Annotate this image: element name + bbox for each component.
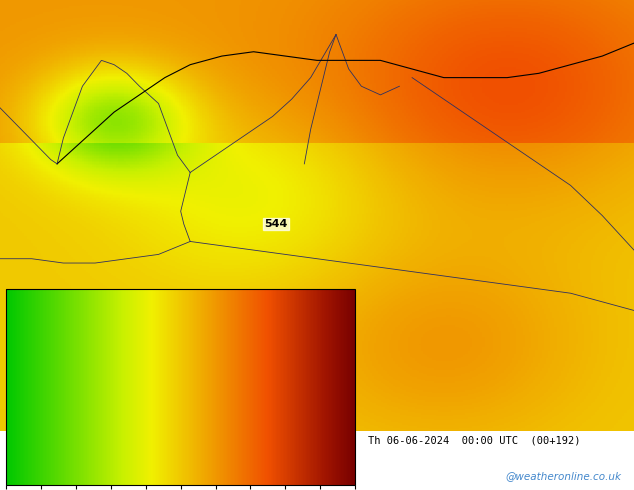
Text: 544: 544 bbox=[264, 219, 287, 229]
Text: 552: 552 bbox=[264, 305, 287, 316]
Text: Th 06-06-2024  00:00 UTC  (00+192): Th 06-06-2024 00:00 UTC (00+192) bbox=[368, 436, 580, 446]
Text: Height 500 hPa  Spread  mean+σ  [gpdm]  ECMWF: Height 500 hPa Spread mean+σ [gpdm] ECMW… bbox=[6, 436, 288, 446]
Text: @weatheronline.co.uk: @weatheronline.co.uk bbox=[505, 471, 621, 481]
